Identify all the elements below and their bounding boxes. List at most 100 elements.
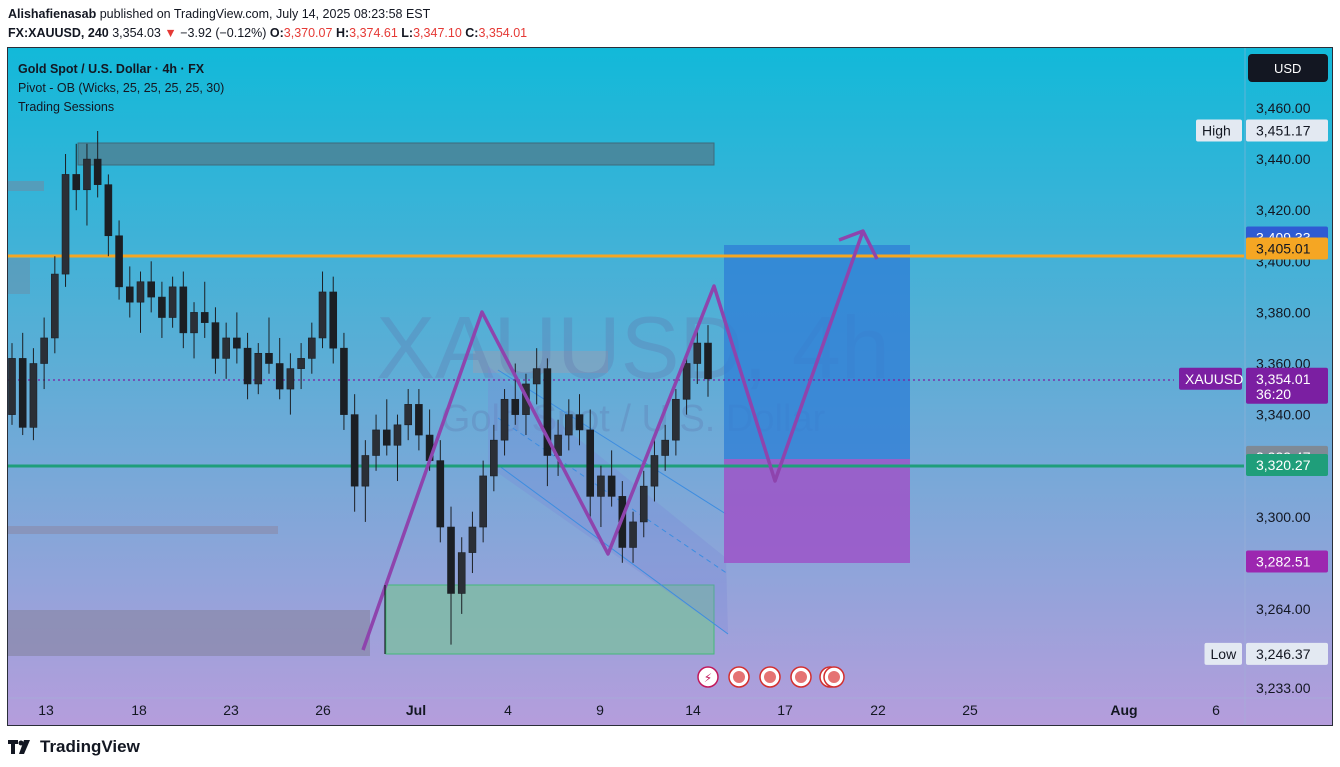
candle bbox=[265, 317, 273, 374]
candle-body bbox=[586, 429, 595, 497]
candle bbox=[147, 261, 155, 313]
last-price: 3,354.03 bbox=[112, 26, 161, 40]
price-tick-label: 3,233.00 bbox=[1256, 680, 1311, 696]
price-level-tag[interactable]: 3,282.51 bbox=[1246, 550, 1328, 573]
candlestick-series bbox=[8, 130, 712, 645]
price-level-tag[interactable]: 3,246.37 Low bbox=[1204, 642, 1329, 665]
candle bbox=[40, 317, 48, 390]
currency-button[interactable] bbox=[1248, 54, 1328, 82]
candle bbox=[254, 343, 263, 395]
candle bbox=[115, 220, 123, 300]
candle bbox=[393, 414, 402, 482]
brand-name: TradingView bbox=[40, 737, 140, 756]
candle bbox=[672, 389, 680, 456]
candle bbox=[415, 389, 423, 451]
candle-body bbox=[639, 485, 648, 523]
candle bbox=[607, 450, 616, 507]
candle-body bbox=[404, 404, 412, 426]
high-label: H: bbox=[335, 26, 350, 40]
candle bbox=[436, 440, 445, 543]
legend-title[interactable]: Gold Spot / U.S. Dollar · 4h · FX bbox=[18, 62, 205, 76]
candle-body bbox=[511, 398, 520, 415]
flash-event-icon[interactable] bbox=[697, 666, 719, 688]
channel-upper-line[interactable] bbox=[497, 369, 727, 515]
projection-arrow-head bbox=[838, 229, 879, 260]
time-tick-label: 9 bbox=[596, 702, 604, 718]
candle-body bbox=[233, 337, 241, 349]
price-tick-label: 3,440.00 bbox=[1256, 151, 1311, 167]
candle bbox=[211, 307, 220, 374]
candle-body bbox=[136, 281, 145, 303]
candle-body bbox=[8, 358, 16, 415]
chart-area[interactable]: XAUUSD, 4h Gold Spot / U.S. Dollar ⚡ bbox=[7, 47, 1333, 726]
open-value: 3,370.07 bbox=[283, 26, 333, 40]
price-level-tag-bg bbox=[1246, 119, 1328, 142]
candle bbox=[222, 322, 230, 379]
order-block-left-2 bbox=[8, 258, 30, 294]
candle-body bbox=[682, 363, 691, 400]
candle bbox=[233, 312, 241, 364]
legend-indicator-sessions[interactable]: Trading Sessions bbox=[18, 100, 115, 114]
price-level-value: 3,405.01 bbox=[1256, 241, 1311, 257]
candle-body bbox=[147, 281, 155, 298]
candle-body bbox=[18, 358, 27, 428]
close-label: C: bbox=[465, 26, 479, 40]
price-level-tag-bg bbox=[1246, 367, 1328, 404]
event-icons[interactable]: ⚡ bbox=[697, 666, 845, 688]
author-name[interactable]: Alishafienasab bbox=[8, 7, 97, 21]
candle-body bbox=[275, 363, 284, 390]
candle bbox=[532, 348, 541, 405]
price-level-label: High bbox=[1202, 123, 1231, 139]
target-profit-box[interactable] bbox=[724, 245, 910, 459]
candle-body bbox=[672, 398, 680, 441]
candle bbox=[61, 153, 70, 287]
price-level-tag-bg bbox=[1246, 550, 1328, 573]
chart-canvas[interactable]: XAUUSD, 4h Gold Spot / U.S. Dollar ⚡ bbox=[8, 48, 1332, 725]
time-tick-label: 13 bbox=[38, 702, 54, 718]
candle bbox=[275, 337, 284, 400]
time-tick-label: 25 bbox=[962, 702, 978, 718]
demand-zone-green[interactable] bbox=[385, 584, 715, 655]
candle bbox=[490, 424, 498, 492]
price-level-label: XAUUSD bbox=[1185, 371, 1243, 387]
candle-body bbox=[51, 273, 59, 339]
channel-lower-line[interactable] bbox=[497, 464, 729, 635]
price-tick-label: 3,360.00 bbox=[1256, 356, 1311, 372]
chart-legend: Gold Spot / U.S. Dollar · 4h · FX Pivot … bbox=[18, 60, 224, 117]
candle bbox=[200, 281, 209, 338]
candle-body bbox=[629, 521, 637, 548]
price-tick-label: 3,340.00 bbox=[1256, 407, 1311, 423]
candle bbox=[693, 327, 702, 384]
price-tick-label: 3,264.00 bbox=[1256, 601, 1311, 617]
candle-body bbox=[40, 337, 48, 364]
candle-body bbox=[265, 352, 273, 364]
price-level-value: 3,282.51 bbox=[1256, 553, 1311, 569]
us-flag-dot bbox=[828, 671, 840, 683]
candle bbox=[468, 511, 477, 574]
price-tick-label: 3,460.00 bbox=[1256, 100, 1311, 116]
lightning-glyph: ⚡ bbox=[704, 671, 712, 685]
price-level-tag[interactable]: 3,405.01 bbox=[1246, 237, 1328, 260]
publish-line: Alishafienasab published on TradingView.… bbox=[8, 7, 430, 21]
candle bbox=[308, 322, 316, 374]
legend-indicator-pivot[interactable]: Pivot - OB (Wicks, 25, 25, 25, 25, 30) bbox=[18, 81, 225, 95]
price-level-tag[interactable]: 3,320.27 bbox=[1246, 454, 1328, 477]
symbol-label[interactable]: FX:XAUUSD, 240 bbox=[8, 26, 109, 40]
bar-countdown: 36:20 bbox=[1256, 386, 1291, 402]
candle-body bbox=[318, 291, 327, 339]
price-level-tag[interactable]: 3,451.17 High bbox=[1196, 119, 1328, 142]
chart-header: Alishafienasab published on TradingView.… bbox=[8, 6, 1328, 46]
currency-button-label: USD bbox=[1274, 61, 1301, 76]
time-axis[interactable]: 13 18 23 26 Jul 4 9 14 17 22 25 Aug 6 bbox=[38, 702, 1220, 718]
low-label: L: bbox=[401, 26, 414, 40]
price-level-label-bg bbox=[1196, 119, 1242, 142]
stop-loss-box[interactable] bbox=[724, 459, 910, 563]
time-tick-label: 6 bbox=[1212, 702, 1220, 718]
candle-body bbox=[543, 368, 552, 456]
footer-brand[interactable]: TradingView bbox=[8, 737, 140, 757]
us-flag-dot bbox=[733, 671, 745, 683]
price-level-label-bg bbox=[1204, 642, 1242, 665]
resistance-zone-top[interactable] bbox=[77, 142, 715, 166]
projection-path[interactable] bbox=[361, 230, 865, 651]
